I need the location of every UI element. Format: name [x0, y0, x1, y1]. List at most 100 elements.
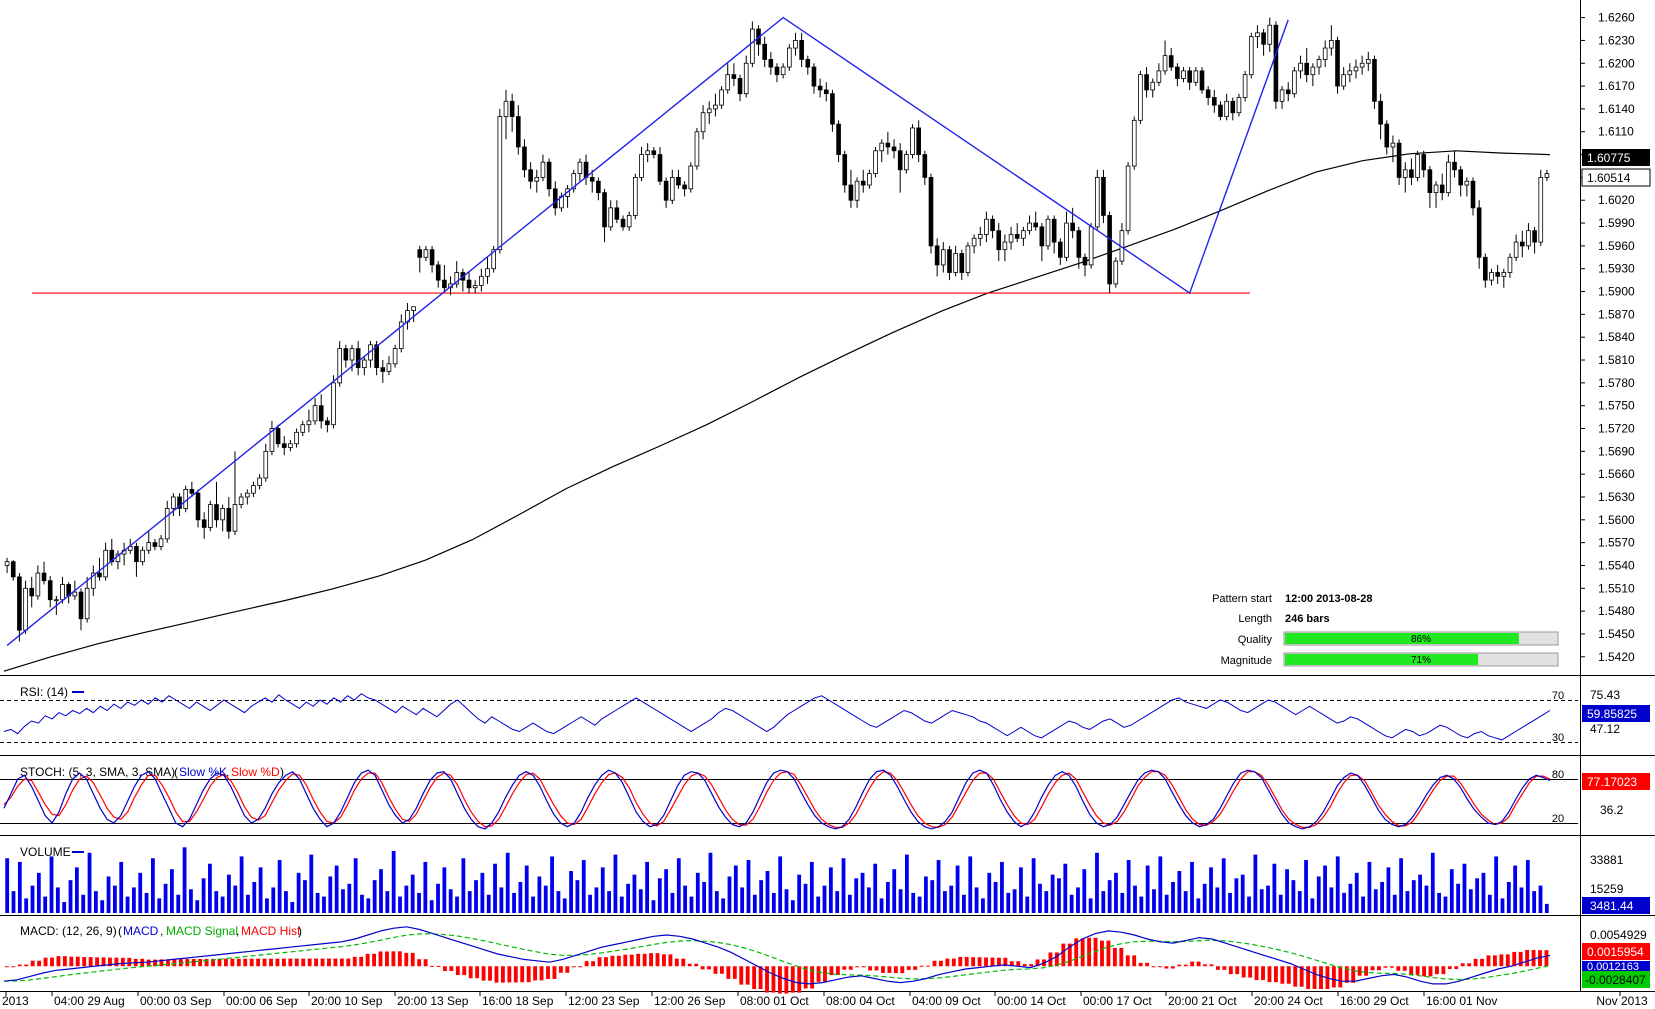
price-tick-label-10: 1.5960	[1598, 239, 1635, 253]
volume-bar-151	[962, 894, 966, 913]
volume-bar-175	[1114, 872, 1118, 913]
volume-bar-97	[619, 896, 624, 913]
time-tick-label-16: 16:00 29 Oct	[1340, 994, 1409, 1008]
macd-hist-bar-106	[687, 963, 692, 967]
macd-hist-bar-109	[707, 966, 711, 970]
candle-166	[1027, 215, 1032, 235]
macd-hist-bar-219	[1415, 966, 1420, 975]
volume-bar-117	[746, 860, 751, 913]
candle-215	[1329, 25, 1334, 56]
stoch-paren-close: )	[280, 765, 284, 779]
candle-190	[1175, 63, 1180, 87]
volume-bar-222	[1411, 880, 1416, 913]
macd-hist-bar-190	[1228, 966, 1233, 975]
candle-208	[1285, 82, 1291, 102]
volume-bar-79	[505, 852, 510, 913]
stoch-current-value: 77.17023	[1587, 775, 1637, 789]
macd-hist-bar-239	[1544, 950, 1549, 967]
candle-39	[244, 489, 250, 505]
candle-55	[343, 344, 349, 368]
macd-hist-bar-154	[996, 957, 1001, 967]
volume-bar-188	[1196, 898, 1201, 913]
volume-bar-126	[803, 883, 808, 913]
volume-bar-240	[1525, 860, 1530, 913]
candle-148	[916, 120, 921, 163]
volume-bar-101	[645, 861, 650, 913]
volume-bar-114	[727, 876, 732, 913]
volume-bar-153	[974, 887, 979, 913]
candle-111	[688, 162, 694, 193]
macd-hist-bar-12	[82, 957, 87, 967]
candle-228	[1409, 158, 1414, 186]
candle-172	[1064, 211, 1069, 262]
macd-hist-current-value: -0.0028407	[1585, 973, 1646, 987]
volume-bar-6	[43, 896, 48, 913]
volume-bar-57	[366, 898, 371, 913]
candle-26	[164, 500, 170, 543]
candle-24	[152, 538, 158, 551]
time-axis: 2013 04:00 29 Aug 00:00 03 Sep 00:00 06 Sep…	[2, 991, 1648, 1008]
candle-135	[836, 120, 841, 163]
stoch-d-path	[3, 771, 1551, 829]
macd-hist-bar-86	[558, 966, 563, 973]
candle-67	[417, 245, 423, 273]
candle-142	[879, 139, 885, 163]
quality-bar-fill	[1285, 633, 1519, 644]
volume-bar-27	[176, 894, 181, 913]
candle-140	[867, 169, 872, 189]
macd-hist-bar-56	[365, 953, 370, 967]
time-tick-label-4: 20:00 10 Sep	[311, 994, 383, 1008]
candle-226	[1396, 139, 1402, 186]
stoch-comma: ,	[226, 765, 229, 779]
candle-53	[331, 375, 336, 429]
candle-5	[35, 565, 41, 600]
candle-239	[1476, 200, 1482, 269]
candle-231	[1427, 165, 1433, 208]
candle-125	[774, 63, 780, 83]
candle-218	[1347, 63, 1353, 83]
candle-248	[1532, 226, 1537, 254]
volume-bar-193	[1228, 892, 1232, 913]
candle-108	[669, 169, 675, 205]
macd-hist-bar-150	[971, 957, 976, 967]
macd-hist-bar-43	[281, 958, 286, 967]
time-tick-label-6: 16:00 18 Sep	[482, 994, 554, 1008]
candle-42	[263, 443, 269, 482]
candle-225	[1390, 135, 1396, 163]
volume-bar-72	[461, 858, 466, 913]
volume-bar-196	[1247, 896, 1251, 913]
candle-27	[171, 493, 176, 517]
candle-77	[479, 268, 484, 292]
macd-hist-bar-143	[926, 965, 930, 967]
volume-current-value: 3481.44	[1590, 899, 1634, 913]
volume-bar-191	[1215, 887, 1220, 913]
volume-bar-170	[1082, 869, 1087, 913]
macd-hist-bar-26	[172, 959, 177, 967]
volume-axis-tick-high: 33881	[1590, 853, 1624, 867]
candle-241	[1489, 268, 1494, 286]
volume-bar-165	[1050, 874, 1055, 913]
macd-hist-bar-202	[1306, 966, 1311, 989]
candle-178	[1101, 169, 1106, 224]
macd-hist-bar-213	[1377, 966, 1381, 971]
volume-bar-89	[569, 871, 573, 913]
macd-hist-bar-40	[262, 958, 267, 967]
macd-hist-bar-233	[1505, 954, 1510, 967]
candle-195	[1205, 86, 1211, 106]
candle-71	[442, 264, 447, 292]
macd-hist-bar-193	[1248, 966, 1253, 978]
candle-131	[811, 63, 817, 94]
candle-193	[1193, 67, 1199, 87]
macd-hist-bar-101	[655, 953, 660, 967]
candle-116	[719, 86, 724, 109]
volume-bar-4	[30, 885, 35, 913]
candle-99	[614, 200, 620, 224]
volume-bar-134	[854, 878, 859, 913]
stoch-paren-open: (	[174, 765, 178, 779]
candle-101	[626, 211, 632, 231]
volume-bar-194	[1234, 878, 1239, 913]
volume-bar-130	[828, 867, 833, 913]
candle-47	[294, 428, 299, 448]
volume-bar-76	[486, 894, 491, 913]
